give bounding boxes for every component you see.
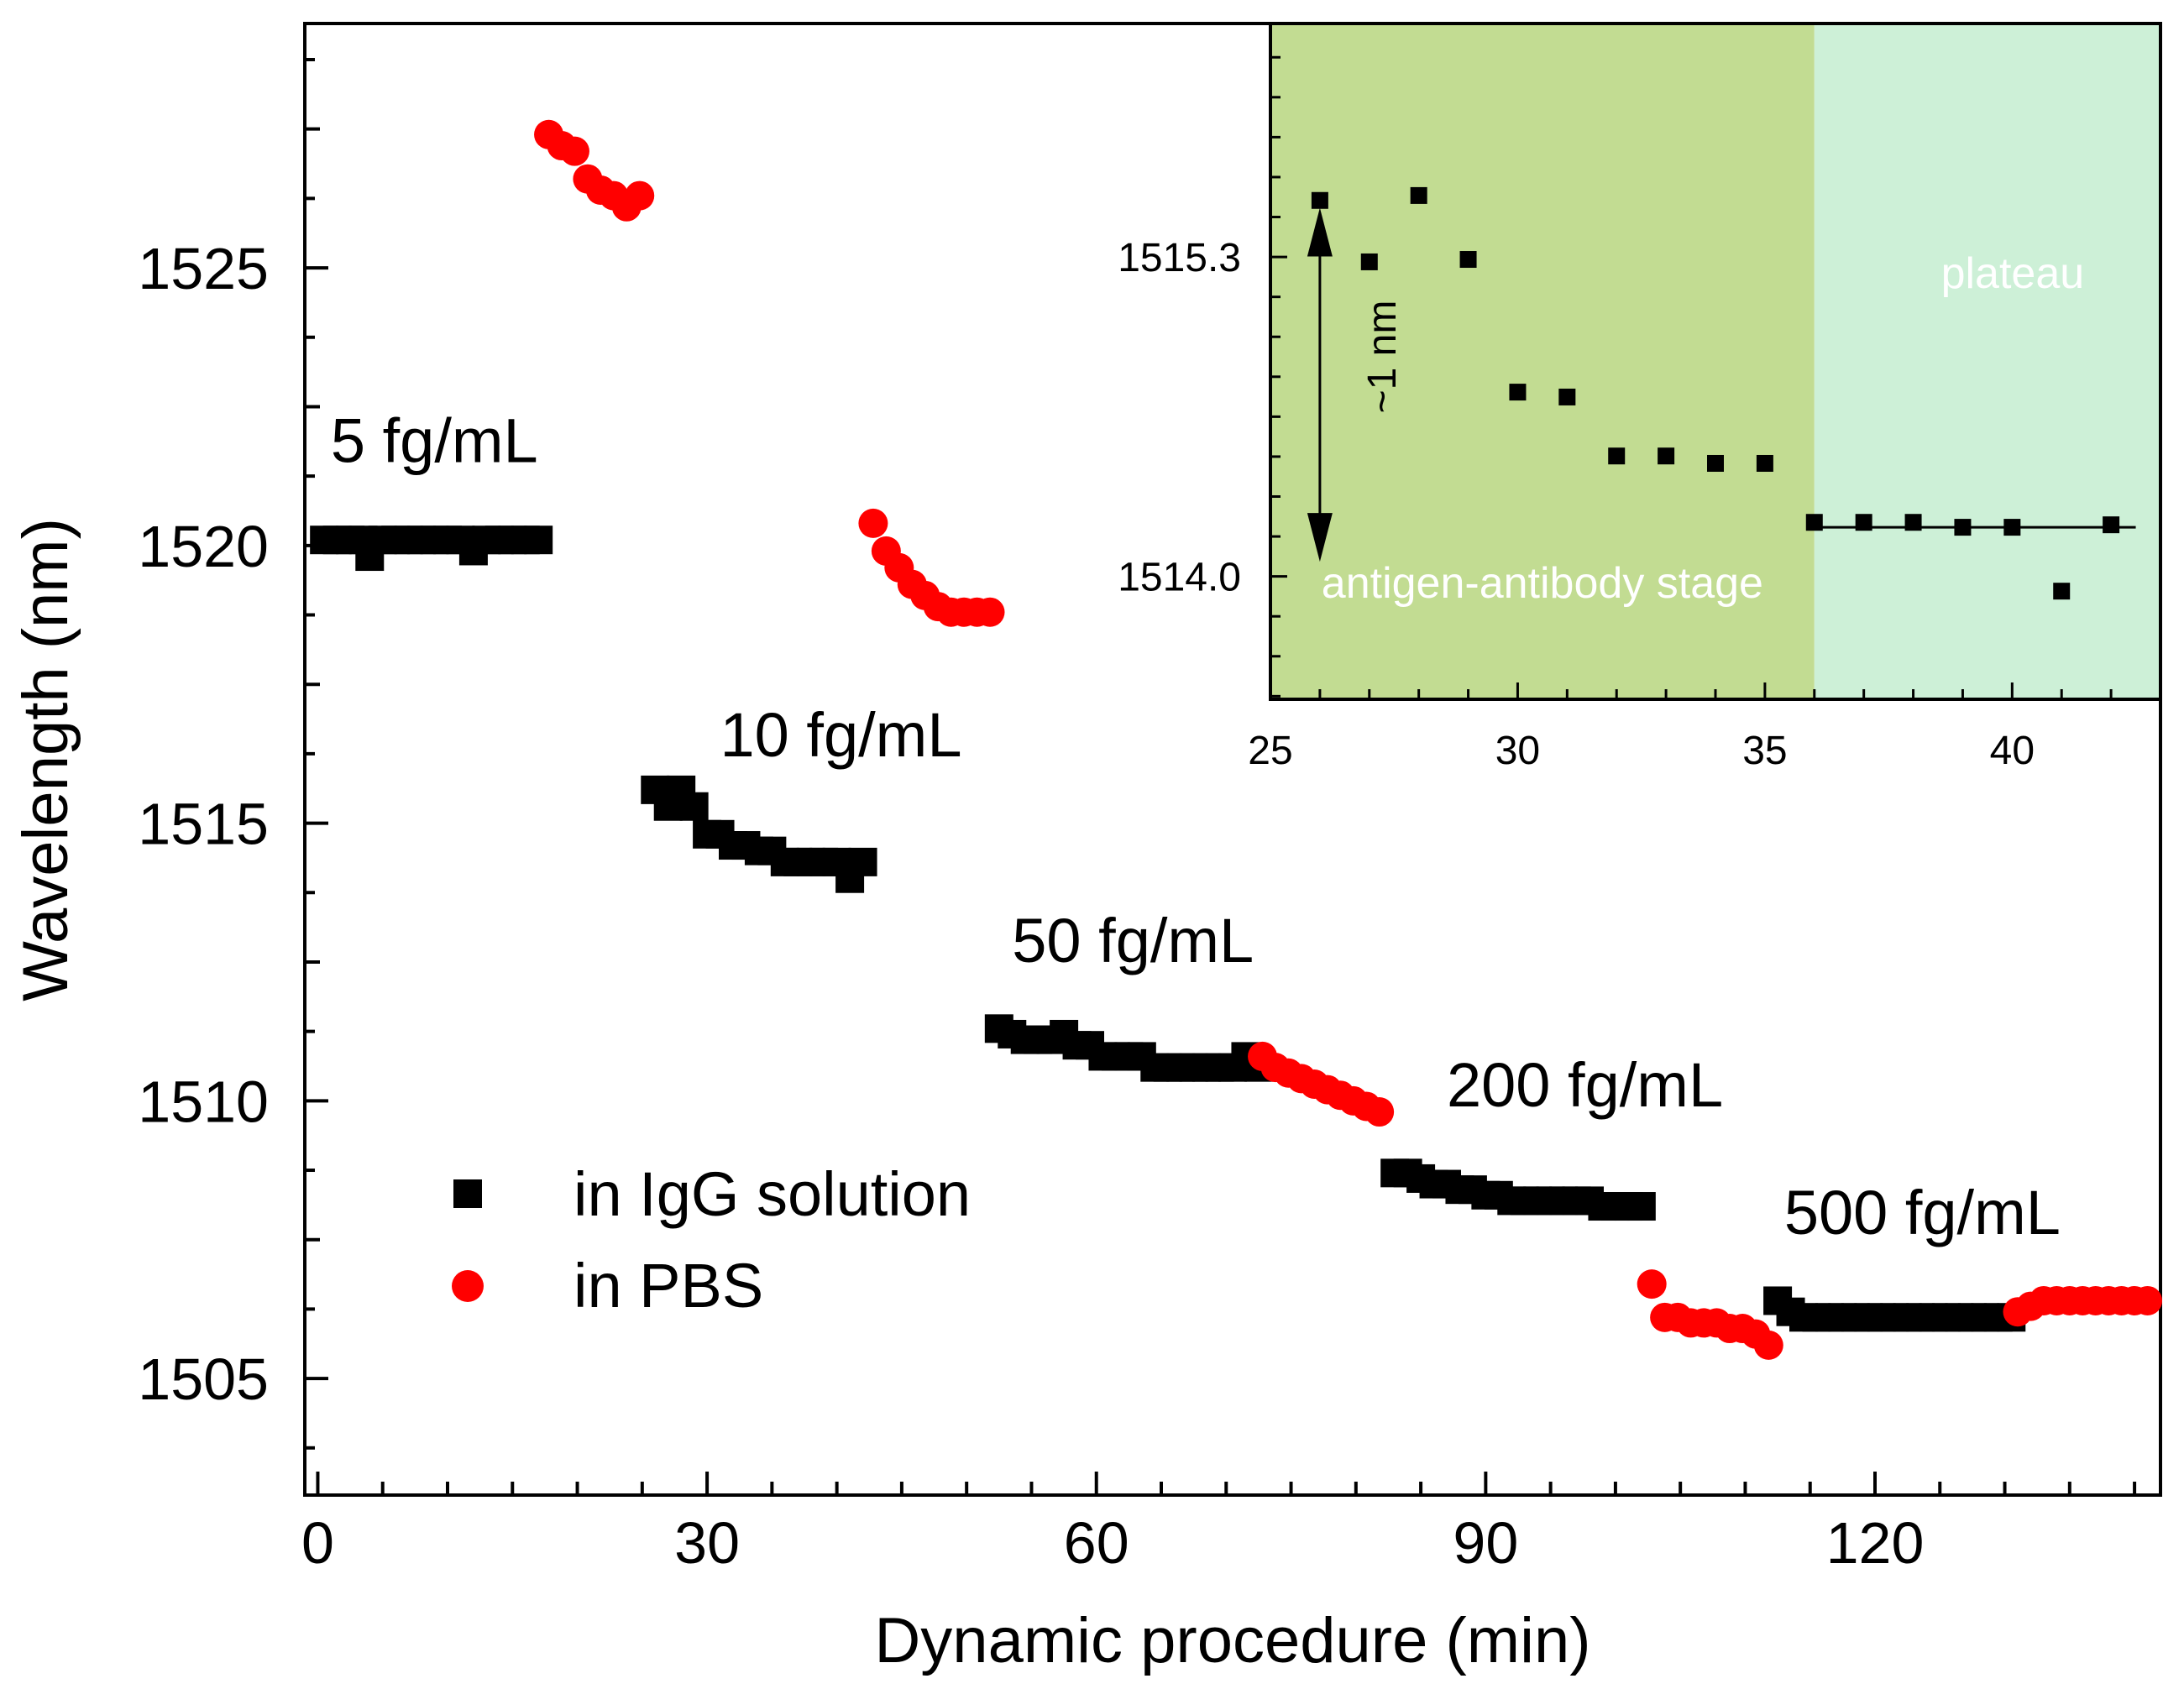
legend-marker-igg xyxy=(453,1179,482,1208)
inset-x-axis-ticks: 25 30 35 40 xyxy=(1248,682,2162,773)
x-tick-label: 60 xyxy=(1064,1510,1129,1576)
y-tick-label: 1520 xyxy=(138,514,269,579)
inset-data-point xyxy=(1608,447,1626,465)
antigen-antibody-region xyxy=(1270,24,1815,699)
igg-data-point xyxy=(679,792,709,821)
inset-data-point xyxy=(1311,191,1328,209)
inset-x-tick-label: 25 xyxy=(1248,729,1292,773)
inset-data-points xyxy=(1311,186,2120,600)
inset-data-point xyxy=(1756,454,1773,472)
inset-data-point xyxy=(2053,583,2071,600)
concentration-label: 50 fg/mL xyxy=(1012,906,1254,975)
concentration-label: 5 fg/mL xyxy=(331,406,538,476)
inset-double-arrow: ~1 nm xyxy=(1307,207,1405,562)
arrow-head-down xyxy=(1307,513,1333,562)
pbs-data-point xyxy=(559,136,589,166)
inset-data-point xyxy=(1658,447,1675,465)
pbs-data-point xyxy=(2133,1285,2163,1315)
inset-y-tick-label: 1515.3 xyxy=(1118,236,1241,280)
igg-data-point xyxy=(524,526,553,555)
inset-data-point xyxy=(2103,516,2120,534)
inset-data-point xyxy=(1459,251,1477,269)
y-tick-label: 1515 xyxy=(138,792,269,857)
inset-data-point xyxy=(1707,454,1724,472)
y-axis-title: Wavelength (nm) xyxy=(10,518,81,1001)
concentration-label: 10 fg/mL xyxy=(720,700,962,770)
y-tick-label: 1510 xyxy=(138,1069,269,1134)
main-data-points xyxy=(310,119,2163,1360)
region-label: antigen-antibody stage xyxy=(1322,559,1763,608)
pbs-data-point xyxy=(1637,1269,1667,1299)
main-plot-frame xyxy=(303,22,2162,1497)
inset-x-tick-label: 30 xyxy=(1495,729,1540,773)
igg-data-point xyxy=(848,847,877,876)
plateau-region xyxy=(1814,24,2160,699)
inset-data-point xyxy=(1805,514,1823,531)
legend: in IgG solution in PBS xyxy=(452,1159,971,1320)
legend-label-igg: in IgG solution xyxy=(573,1159,971,1229)
main-x-axis-ticks: 0 30 60 90 120 xyxy=(301,1472,2137,1576)
pbs-data-point xyxy=(858,508,888,538)
inset-data-point xyxy=(1904,514,1922,531)
region-label: plateau xyxy=(1941,249,2085,298)
legend-label-pbs: in PBS xyxy=(573,1251,763,1320)
inset-data-point xyxy=(1558,388,1576,405)
inset-y-axis-ticks: 1514.0 1515.3 xyxy=(1118,55,1287,698)
inset-y-tick-label: 1514.0 xyxy=(1118,556,1241,600)
x-axis-title: Dynamic procedure (min) xyxy=(874,1605,1590,1676)
main-y-axis-ticks: 1505 1510 1515 1520 1525 xyxy=(138,57,328,1450)
x-tick-label: 30 xyxy=(674,1510,740,1576)
inset-frame xyxy=(1269,22,2162,701)
inset-x-tick-label: 35 xyxy=(1742,729,1787,773)
x-tick-label: 0 xyxy=(301,1510,334,1576)
pbs-data-point xyxy=(625,180,655,211)
inset-regions: antigen-antibody stage plateau xyxy=(1270,24,2160,699)
pbs-data-point xyxy=(1364,1097,1395,1127)
concentration-label: 200 fg/mL xyxy=(1447,1050,1723,1120)
legend-marker-pbs xyxy=(452,1270,484,1302)
inset-data-point xyxy=(1509,384,1527,401)
arrow-head-up xyxy=(1307,207,1333,257)
pbs-data-point xyxy=(1753,1330,1783,1360)
main-annotations: 5 fg/mL 10 fg/mL 50 fg/mL 200 fg/mL 500 fg/m… xyxy=(331,406,2061,1247)
igg-data-point xyxy=(1626,1192,1656,1221)
inset-data-point xyxy=(1954,519,1972,536)
x-tick-label: 120 xyxy=(1826,1510,1925,1576)
inset-data-point xyxy=(2003,519,2021,536)
inset-data-point xyxy=(1360,253,1378,270)
pbs-data-point xyxy=(975,597,1005,627)
y-tick-label: 1505 xyxy=(138,1346,269,1412)
inset-data-point xyxy=(1855,514,1872,531)
inset-x-tick-label: 40 xyxy=(1990,729,2035,773)
inset-plot: antigen-antibody stage plateau 25 30 35 40 1… xyxy=(1118,22,2162,773)
concentration-label: 500 fg/mL xyxy=(1784,1178,2061,1247)
arrow-label: ~1 nm xyxy=(1360,301,1405,414)
y-tick-label: 1525 xyxy=(138,236,269,301)
inset-data-point xyxy=(1410,186,1427,204)
x-tick-label: 90 xyxy=(1453,1510,1518,1576)
